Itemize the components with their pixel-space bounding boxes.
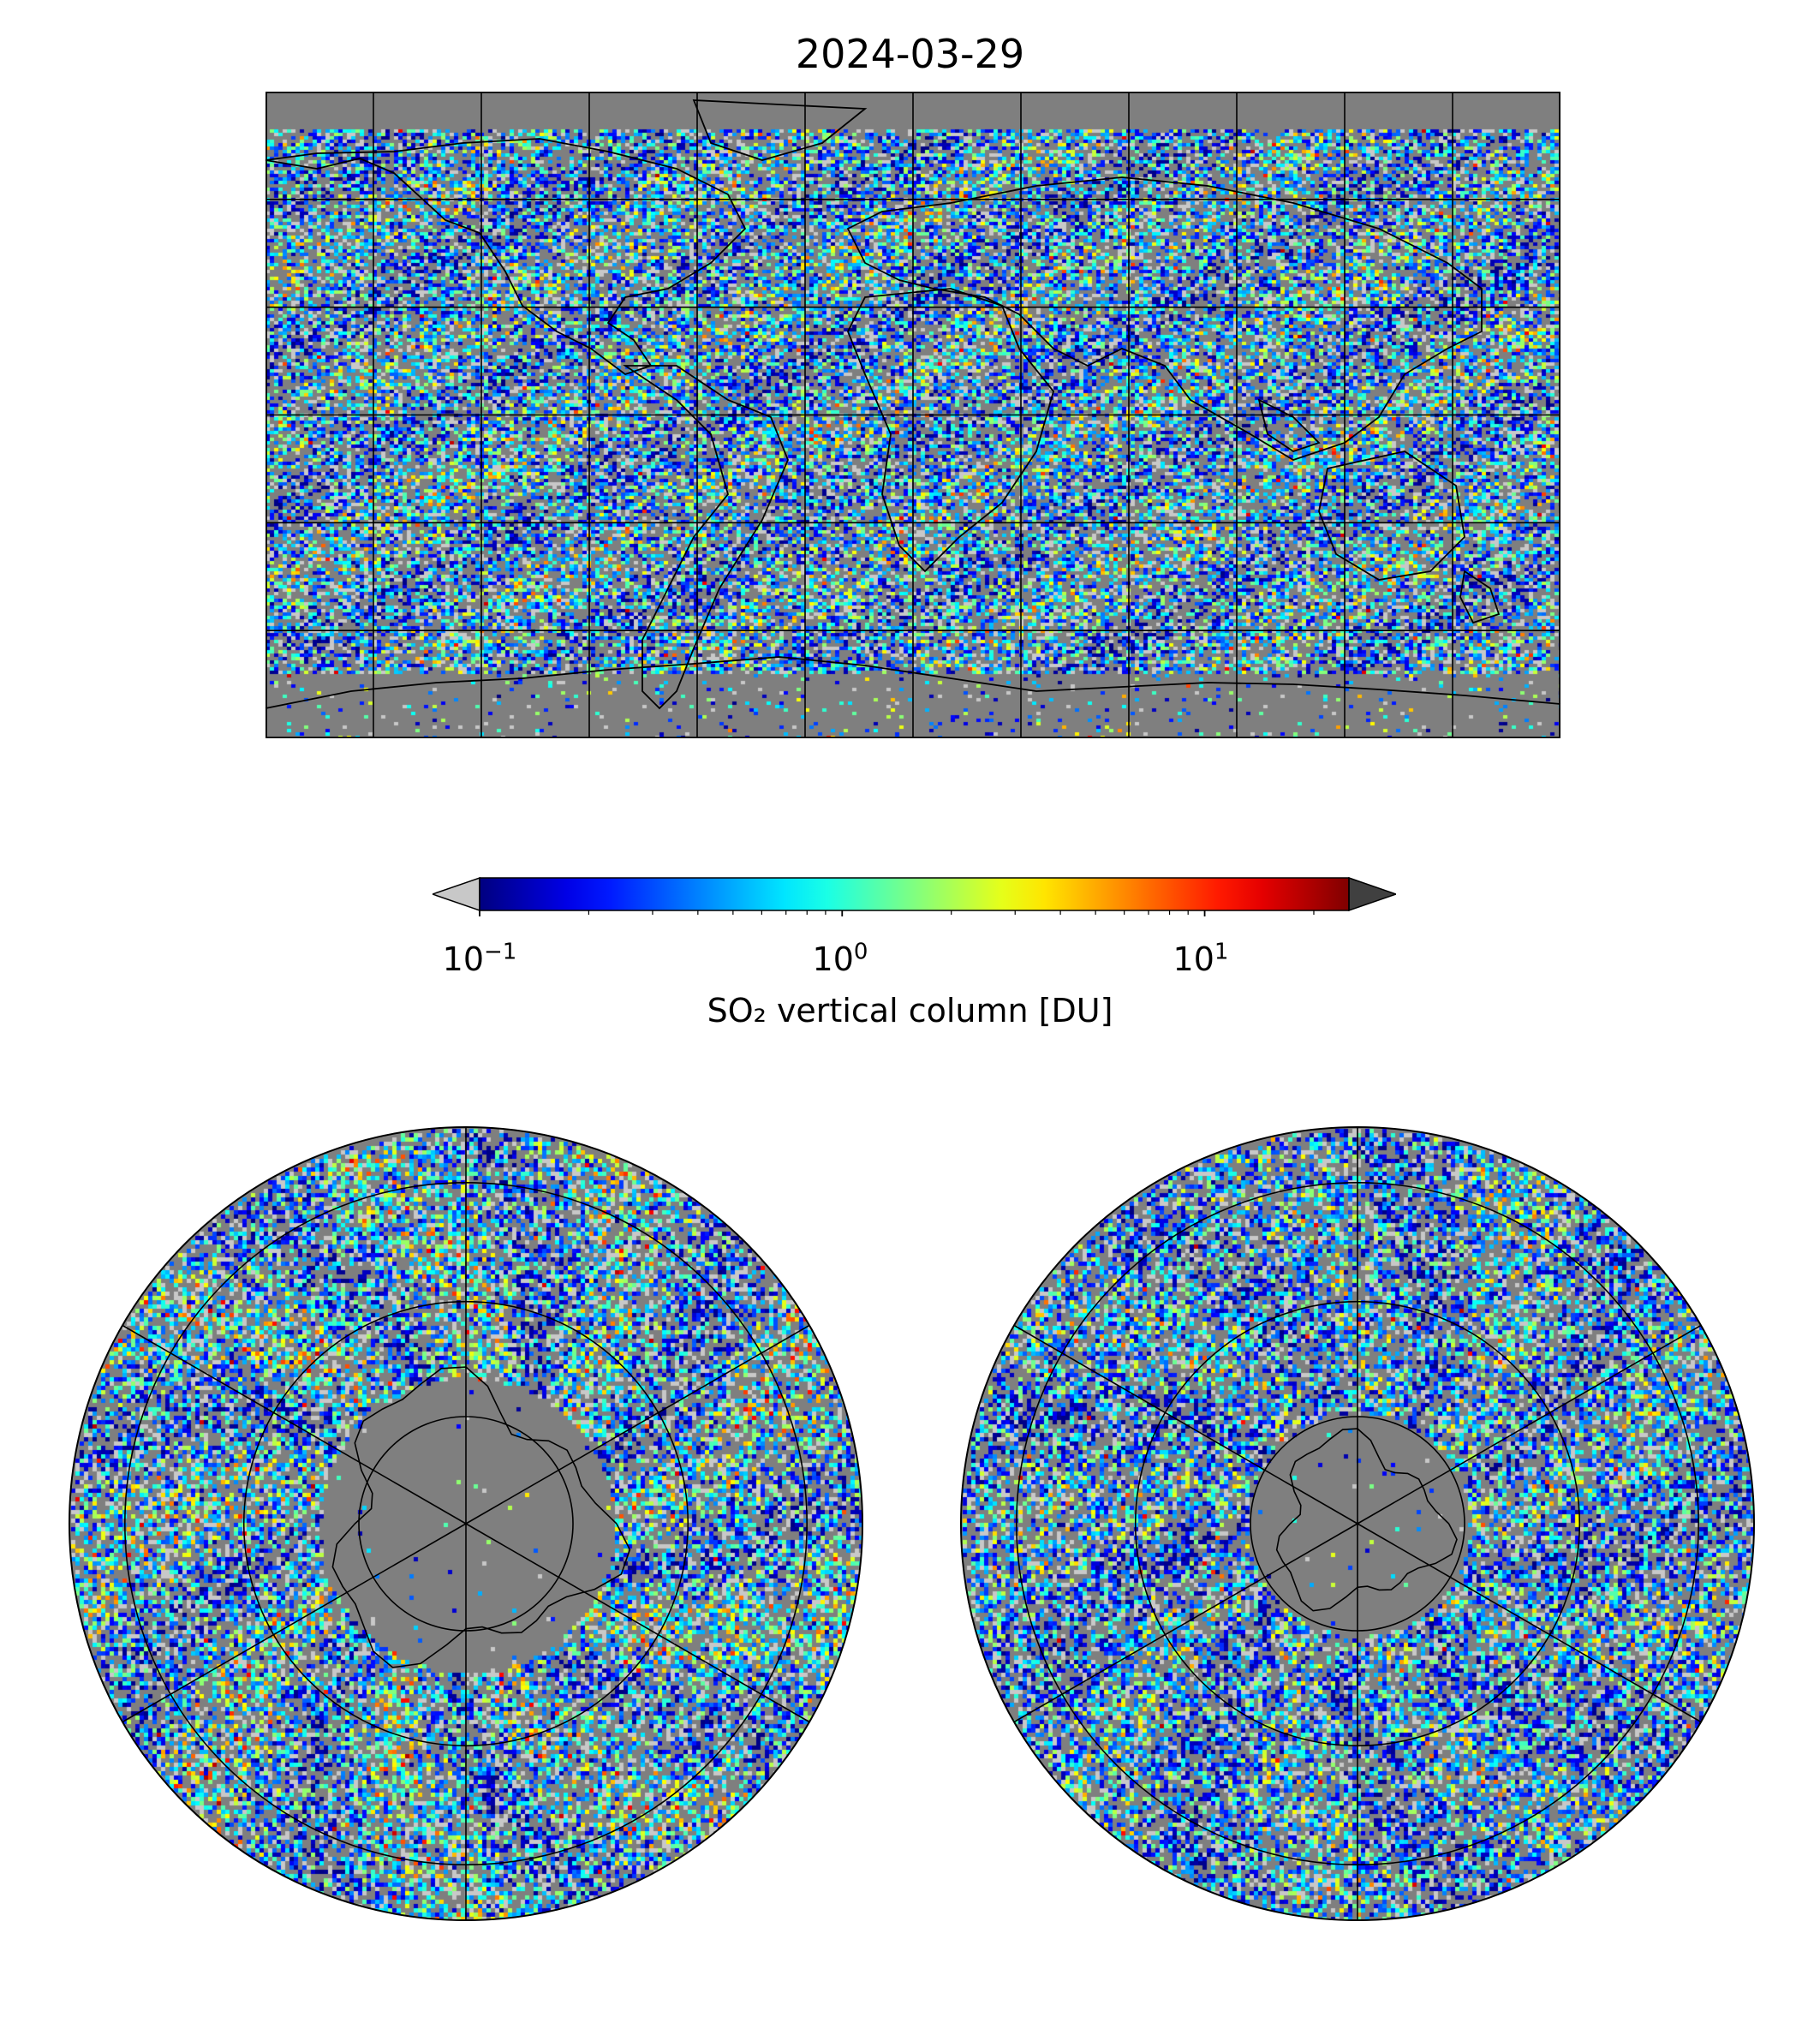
colorbar-outline	[479, 877, 1350, 911]
colorbar-gradient	[480, 878, 1349, 910]
colorbar-graphic	[430, 876, 1399, 917]
meridian-line	[465, 1523, 810, 1723]
polar-map-frame	[960, 1126, 1755, 1921]
coastline	[1257, 398, 1321, 452]
coastline	[692, 99, 868, 161]
colorbar-tick-label: 101	[1173, 939, 1229, 978]
colorbar-tick-label: 10−1	[442, 939, 517, 978]
meridian-line	[122, 1523, 467, 1723]
world-gridlines	[266, 92, 1560, 738]
colorbar-tick-label: 100	[812, 939, 868, 978]
polar-map-frame	[69, 1126, 863, 1921]
coastline	[1459, 570, 1501, 624]
coastline	[846, 176, 1483, 461]
world-map-frame	[265, 91, 1560, 739]
meridian-line	[1357, 1324, 1702, 1525]
coastline	[847, 288, 1054, 573]
coastline	[1275, 1428, 1458, 1612]
north-polar-gridlines	[122, 1127, 810, 1920]
south-polar-overlay	[960, 1126, 1755, 1921]
north-polar-map	[67, 1125, 865, 1923]
meridian-line	[1357, 1523, 1702, 1723]
colorbar-ticks	[479, 910, 1315, 917]
meridian-line	[122, 1324, 467, 1525]
north-polar-overlay	[69, 1126, 863, 1921]
north-polar-coastlines	[331, 1366, 631, 1668]
coastline	[265, 656, 1561, 709]
colorbar-under-arrow	[430, 876, 480, 912]
meridian-line	[1013, 1324, 1358, 1525]
meridian-line	[1013, 1523, 1358, 1723]
south-polar-coastlines	[1275, 1428, 1458, 1612]
world-map-overlay	[265, 91, 1561, 739]
south-polar-map	[958, 1125, 1757, 1923]
colorbar	[430, 874, 1399, 917]
world-map	[265, 91, 1561, 739]
coastline	[1318, 451, 1465, 581]
south-polar-gridlines	[1013, 1127, 1702, 1920]
colorbar-label: SO₂ vertical column [DU]	[707, 992, 1113, 1029]
coastline	[331, 1366, 631, 1668]
colorbar-over-arrow	[1348, 876, 1399, 912]
meridian-line	[465, 1324, 810, 1525]
figure-title: 2024-03-29	[795, 31, 1025, 77]
world-coastlines	[265, 99, 1561, 710]
coastline	[623, 365, 789, 710]
coastline	[265, 138, 747, 376]
